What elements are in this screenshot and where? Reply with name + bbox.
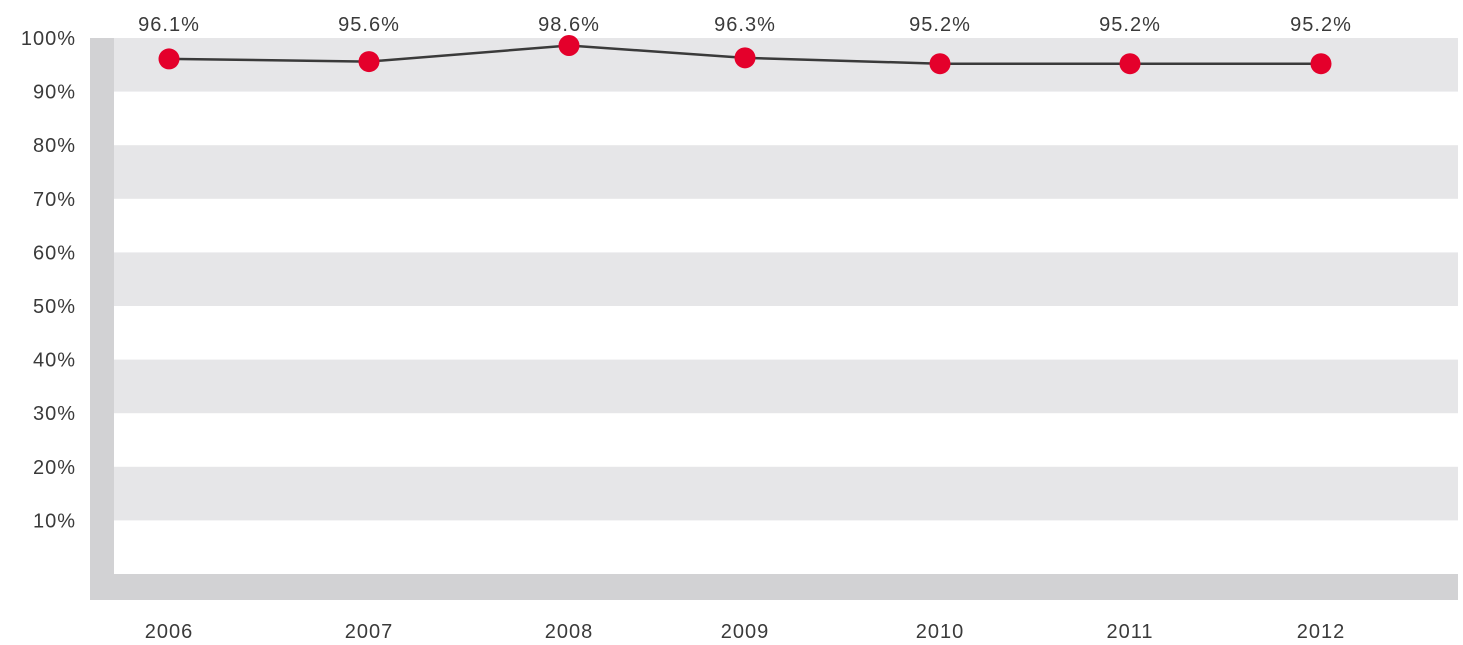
data-label: 95.2%	[1099, 14, 1161, 36]
x-tick-label: 2012	[1297, 621, 1346, 643]
data-point	[1119, 53, 1141, 75]
y-tick-label: 20%	[33, 457, 76, 479]
y-tick-label: 70%	[33, 189, 76, 211]
x-tick-label: 2010	[916, 621, 965, 643]
y-tick-label: 50%	[33, 296, 76, 318]
y-tick-label: 80%	[33, 135, 76, 157]
data-point	[558, 35, 580, 57]
y-tick-label: 40%	[33, 350, 76, 372]
data-point	[1310, 53, 1332, 75]
y-tick-label: 30%	[33, 403, 76, 425]
axis-frame	[90, 38, 1458, 600]
y-tick-label: 60%	[33, 242, 76, 264]
data-label: 98.6%	[538, 14, 600, 36]
x-axis-labels: 2006 2007 2008 2009 2010 2011 2012	[145, 621, 1346, 643]
data-point	[158, 48, 180, 70]
grid-bands	[114, 38, 1458, 521]
y-tick-label: 100%	[21, 28, 76, 50]
x-tick-label: 2007	[345, 621, 394, 643]
data-point	[734, 47, 756, 69]
data-label: 96.3%	[714, 14, 776, 36]
x-axis-bar	[90, 574, 1458, 600]
grid-band-10	[114, 466, 1458, 521]
x-tick-label: 2006	[145, 621, 194, 643]
y-tick-label: 10%	[33, 510, 76, 532]
data-point	[929, 53, 951, 75]
grid-band-70	[114, 145, 1458, 199]
data-label: 95.2%	[909, 14, 971, 36]
x-tick-label: 2008	[545, 621, 594, 643]
series-1	[158, 35, 1332, 75]
data-label: 96.1%	[138, 14, 200, 36]
y-axis-labels: 10% 20% 30% 40% 50% 60% 70% 80% 90% 100%	[21, 28, 76, 532]
data-point	[358, 51, 380, 73]
x-tick-label: 2011	[1106, 621, 1153, 643]
data-labels: 96.1% 95.6% 98.6% 96.3% 95.2% 95.2% 95.2%	[138, 14, 1352, 36]
data-label: 95.6%	[338, 14, 400, 36]
y-tick-label: 90%	[33, 82, 76, 104]
data-label: 95.2%	[1290, 14, 1352, 36]
grid-band-30	[114, 359, 1458, 414]
grid-band-50	[114, 252, 1458, 306]
x-tick-label: 2009	[721, 621, 770, 643]
y-axis-bar	[90, 38, 114, 600]
